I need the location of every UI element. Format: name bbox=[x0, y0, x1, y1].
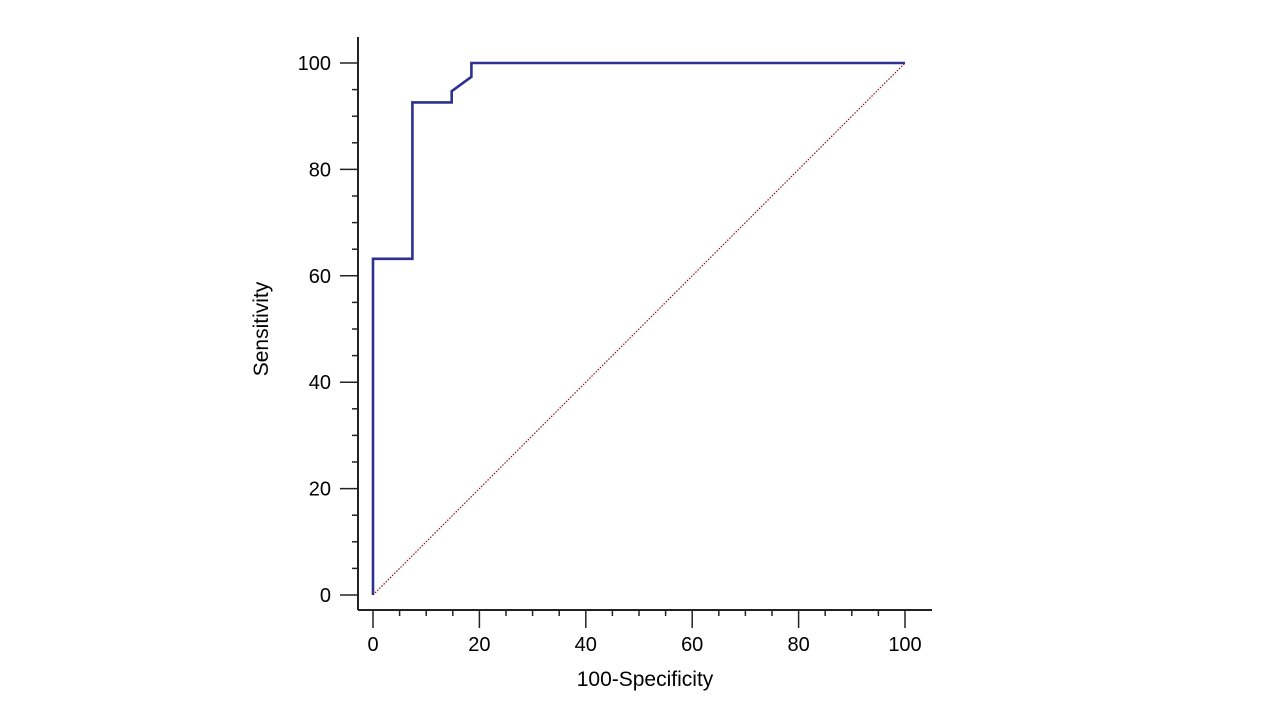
x-tick-label: 0 bbox=[367, 634, 378, 656]
x-tick-label: 80 bbox=[787, 634, 809, 656]
y-axis-title: Sensitivity bbox=[250, 281, 273, 376]
y-tick-label: 60 bbox=[309, 266, 331, 288]
x-tick-label: 60 bbox=[681, 634, 703, 656]
x-tick-label: 40 bbox=[575, 634, 597, 656]
y-tick-label: 0 bbox=[320, 585, 331, 607]
y-tick-label: 40 bbox=[309, 372, 331, 394]
reference-diagonal-line bbox=[372, 62, 906, 596]
roc-curve-line bbox=[371, 61, 905, 595]
x-tick-label: 100 bbox=[888, 634, 921, 656]
x-axis-title: 100-Specificity bbox=[577, 668, 714, 691]
x-tick-label: 20 bbox=[468, 634, 490, 656]
series-layer bbox=[371, 61, 906, 596]
y-tick-label: 20 bbox=[309, 479, 331, 501]
y-tick-label: 80 bbox=[309, 159, 331, 181]
y-tick-label: 100 bbox=[298, 53, 331, 75]
axes: 0 20 40 60 80 100 0 20 40 60 80 100 bbox=[298, 37, 932, 656]
